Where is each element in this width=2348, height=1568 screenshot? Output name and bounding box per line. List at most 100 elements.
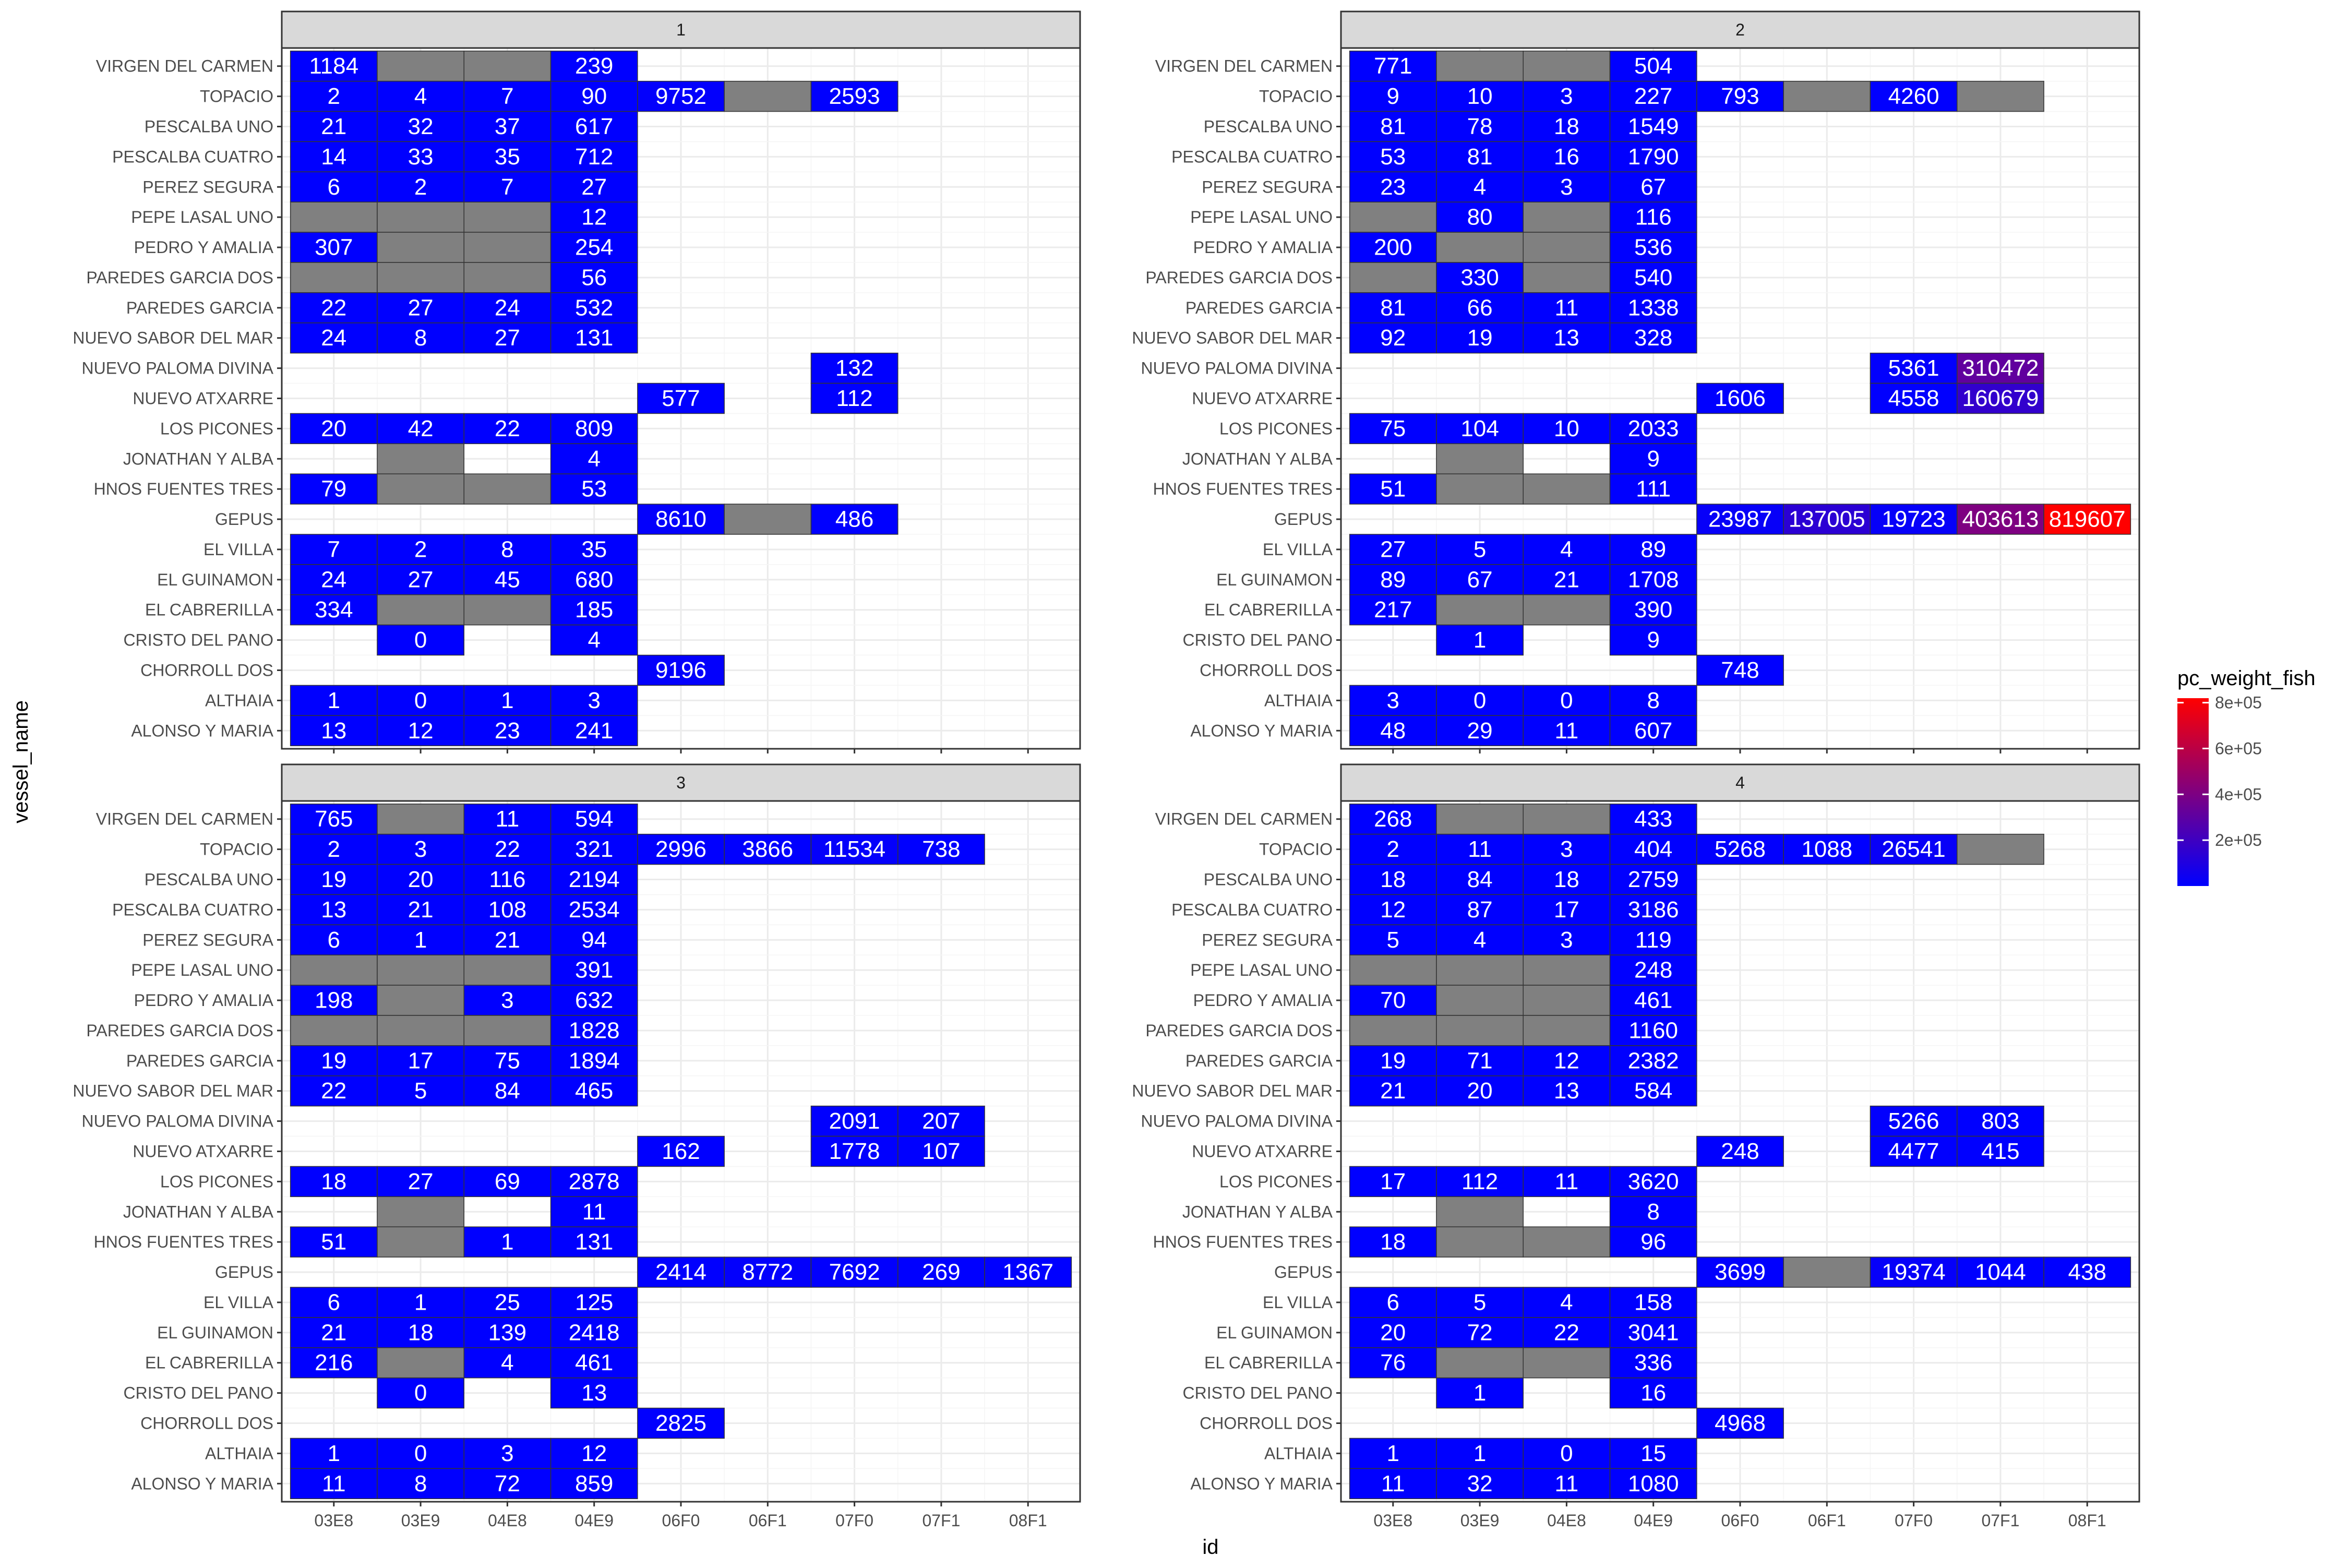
heatmap-tile: [550, 292, 638, 324]
heatmap-tile: [463, 473, 552, 505]
heatmap-tile: [377, 715, 464, 746]
heatmap-tile: [1696, 1256, 1784, 1288]
heatmap-tile: [290, 473, 378, 505]
tile-value-label: 19: [321, 1048, 346, 1073]
tile-value-label: 2033: [1628, 416, 1679, 441]
heatmap-tile: [463, 954, 552, 986]
heatmap-tile: [463, 1045, 552, 1076]
legend-tick-label: 6e+05: [2215, 739, 2262, 758]
heatmap-tile: [377, 924, 464, 955]
heatmap-tile: [637, 504, 725, 535]
tile-value-label: 3: [414, 836, 427, 862]
tile-value-label: 13: [581, 1380, 607, 1406]
tile-value-label: 75: [495, 1048, 520, 1073]
heatmap-tile: [1609, 111, 1697, 142]
tile-value-label: 19: [321, 867, 346, 892]
y-axis-title: vessel_name: [9, 700, 32, 823]
heatmap-tile: [1436, 1196, 1524, 1227]
heatmap-tile: [1349, 1166, 1437, 1198]
heatmap-tile: [1349, 232, 1437, 263]
y-tick-label: PEDRO Y AMALIA: [134, 238, 274, 257]
heatmap-tile: [463, 564, 552, 595]
heatmap-tile: [463, 292, 552, 324]
y-tick-label: GEPUS: [215, 1263, 273, 1282]
tile-value-label: 9: [1647, 446, 1659, 472]
heatmap-tile: [1349, 262, 1437, 293]
heatmap-tile: [1523, 804, 1611, 835]
heatmap-tile: [290, 685, 378, 716]
tile-value-label: 403613: [1962, 507, 2039, 532]
tile-value-label: 7: [501, 174, 513, 200]
y-tick-label: GEPUS: [215, 510, 273, 529]
tile-value-label: 712: [575, 144, 613, 170]
y-tick-label: NUEVO ATXARRE: [1192, 389, 1333, 408]
tile-value-label: 1: [414, 927, 427, 953]
heatmap-tile: [290, 201, 378, 233]
tile-value-label: 2593: [829, 83, 880, 109]
tile-value-label: 4: [1474, 927, 1486, 953]
y-tick-label: PAREDES GARCIA: [1185, 298, 1333, 317]
heatmap-tile: [1436, 201, 1524, 233]
tile-value-label: 4: [1474, 174, 1486, 200]
tile-value-label: 433: [1634, 806, 1672, 832]
y-tick-label: ALTHAIA: [1264, 1444, 1333, 1463]
tile-value-label: 3: [588, 688, 600, 713]
heatmap-tile: [1870, 1256, 1958, 1288]
tile-value-label: 56: [581, 265, 607, 290]
tile-value-label: 680: [575, 567, 613, 592]
heatmap-tile: [377, 624, 464, 656]
heatmap-tile: [1349, 985, 1437, 1016]
heatmap-tile: [290, 322, 378, 354]
tile-value-label: 336: [1634, 1350, 1672, 1375]
heatmap-tile: [1523, 1166, 1611, 1198]
tile-value-label: 1: [328, 688, 340, 713]
heatmap-tile: [377, 833, 464, 865]
y-tick-label: ALONSO Y MARIA: [131, 1474, 273, 1493]
tile-value-label: 19723: [1882, 507, 1945, 532]
tile-value-label: 5266: [1888, 1108, 1939, 1134]
tile-value-label: 227: [1634, 83, 1672, 109]
heatmap-tile: [1349, 1468, 1437, 1499]
tile-value-label: 11: [1555, 718, 1579, 744]
tile-value-label: 617: [575, 114, 613, 139]
tile-value-label: 4558: [1888, 386, 1939, 411]
heatmap-tile: [1696, 654, 1784, 686]
tile-value-label: 19: [1467, 325, 1493, 351]
y-tick-label: EL VILLA: [203, 1293, 274, 1312]
heatmap-tile: [1609, 473, 1697, 505]
tile-value-label: 158: [1634, 1289, 1672, 1315]
tile-value-label: 131: [575, 325, 613, 351]
tile-value-label: 81: [1380, 295, 1406, 320]
heatmap-tile: [1783, 833, 1871, 865]
y-tick-label: ALONSO Y MARIA: [1190, 1474, 1333, 1493]
tile-value-label: 84: [495, 1078, 520, 1104]
heatmap-tile: [550, 685, 638, 716]
y-tick-label: JONATHAN Y ALBA: [123, 1202, 274, 1221]
heatmap-tile: [810, 352, 899, 384]
heatmap-tile: [1609, 594, 1697, 626]
heatmap-tile: [1523, 232, 1611, 263]
tile-value-label: 1894: [569, 1048, 620, 1073]
tile-value-label: 11: [1468, 836, 1492, 862]
tile-value-label: 3866: [742, 836, 793, 862]
tile-value-label: 321: [575, 836, 613, 862]
heatmap-tile: [1349, 1317, 1437, 1348]
heatmap-tile: [637, 1135, 725, 1167]
heatmap-tile: [1349, 804, 1437, 835]
tile-value-label: 13: [321, 718, 346, 744]
heatmap-tile: [463, 1166, 552, 1198]
heatmap-tile: [1523, 924, 1611, 955]
y-tick-label: PEDRO Y AMALIA: [134, 991, 274, 1010]
heatmap-tile: [550, 1287, 638, 1318]
tile-value-label: 2759: [1628, 867, 1679, 892]
tile-value-label: 11: [1555, 1169, 1579, 1194]
heatmap-tile: [1609, 685, 1697, 716]
tile-value-label: 160679: [1962, 386, 2039, 411]
tile-value-label: 1549: [1628, 114, 1679, 139]
heatmap-tile: [377, 1166, 464, 1198]
heatmap-tile: [724, 504, 812, 535]
tile-value-label: 20: [408, 867, 434, 892]
heatmap-tile: [377, 1196, 464, 1227]
heatmap-tile: [1609, 985, 1697, 1016]
